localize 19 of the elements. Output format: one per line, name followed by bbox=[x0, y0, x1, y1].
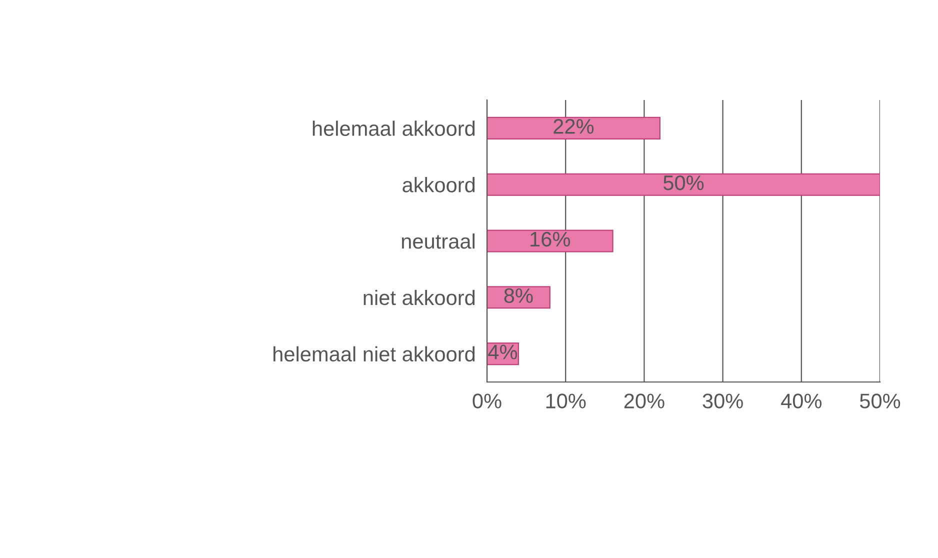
y-tick-label: niet akkoord bbox=[364, 290, 475, 306]
x-tick-label: 50% bbox=[860, 394, 900, 408]
bar bbox=[487, 173, 880, 196]
y-tick-label: akkoord bbox=[402, 177, 475, 192]
bar bbox=[487, 116, 660, 140]
data-label: 50% bbox=[663, 175, 704, 190]
x-tick-label: 30% bbox=[702, 394, 743, 408]
x-tick-label: 0% bbox=[472, 394, 502, 408]
y-tick-label: neutraal bbox=[402, 233, 475, 249]
data-label: 8% bbox=[504, 288, 533, 303]
y-tick-label: helemaal niet akkoord bbox=[274, 346, 475, 362]
bar bbox=[487, 230, 614, 252]
x-tick-label: 20% bbox=[624, 394, 664, 408]
x-tick-label: 10% bbox=[546, 394, 586, 408]
data-label: 4% bbox=[488, 344, 518, 360]
x-tick-label: 40% bbox=[781, 394, 822, 408]
data-label: 16% bbox=[530, 232, 570, 247]
y-tick-label: helemaal akkoord bbox=[312, 120, 475, 136]
data-label: 22% bbox=[554, 119, 594, 134]
